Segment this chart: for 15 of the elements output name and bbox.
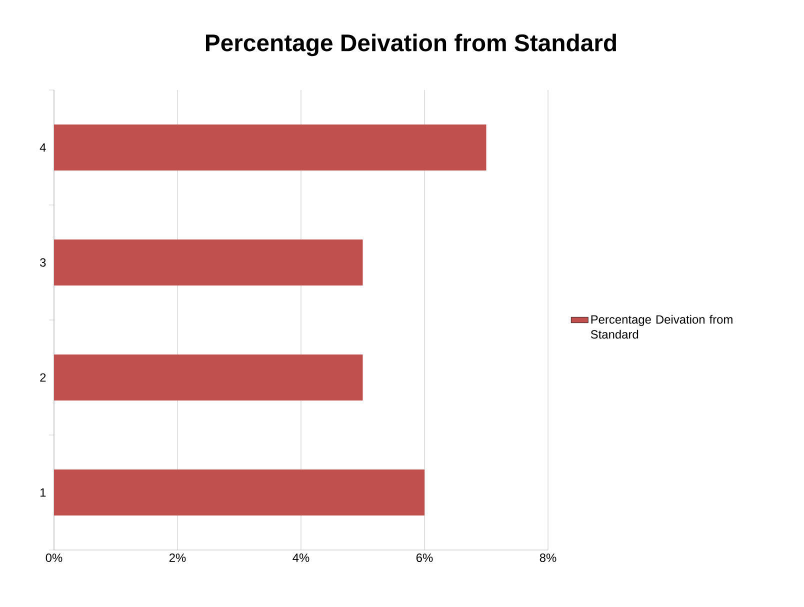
bar — [54, 239, 363, 286]
y-tick-label: 1 — [40, 488, 46, 497]
bar — [54, 354, 363, 400]
y-tick-label: 4 — [40, 143, 46, 152]
y-tick-label: 3 — [40, 258, 46, 267]
x-tick-label: 6% — [416, 554, 433, 562]
legend-label: Percentage Deivation from Standard — [590, 314, 732, 339]
bar — [54, 469, 425, 516]
x-tick-label: 0% — [46, 554, 62, 562]
chart-title: Percentage Deivation from Standard — [206, 34, 616, 56]
x-tick-label: 4% — [292, 554, 310, 562]
x-tick-label: 2% — [169, 554, 186, 562]
x-tick-label: 8% — [540, 554, 556, 562]
y-tick-label: 2 — [40, 373, 46, 382]
bar — [54, 124, 486, 170]
